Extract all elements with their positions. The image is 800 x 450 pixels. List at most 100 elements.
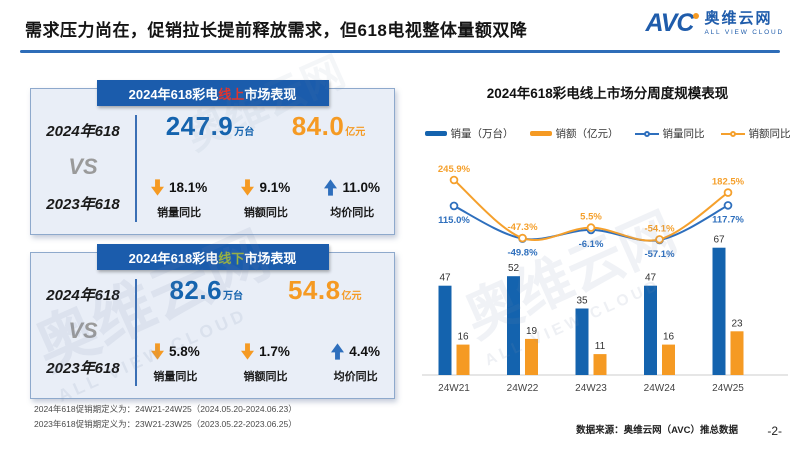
line-value-label: -47.3% [507,222,538,233]
bar-value-label: 67 [713,235,725,246]
sales-amount-value: 54.8 亿元 [287,275,362,305]
bar-amount [662,344,675,375]
card-title-suffix: 市场表现 [244,86,297,102]
line-marker [518,233,527,243]
legend-volume-bar: 销量（万台） [424,126,514,141]
line-marker-icon [643,130,650,137]
sales-volume-value: 247.9 万台 [165,111,255,141]
year-2024-label: 2024年618 [46,122,120,140]
line-value-label: 245.9% [438,164,471,175]
footnote-2024: 2024年618促销期定义为：24W21-24W25（2024.05.20-20… [34,404,297,414]
legend-line-swatch [720,130,745,137]
card-divider [135,279,137,386]
card-title-prefix: 2024年618彩电 [128,250,219,266]
line-value-label: 5.5% [580,212,602,223]
bar-value-label: 16 [457,332,469,343]
price-yoy-metric: 11.0% 均价同比 [324,179,380,220]
footnote-2023: 2023年618促销期定义为：23W21-23W25（2023.05.22-20… [34,419,297,429]
sales-amount-value: 84.0 亿元 [291,111,366,141]
bar-volume [438,285,452,375]
line-value-label: -54.1% [644,223,675,234]
x-tick-label: 24W22 [507,383,539,394]
chart-title: 2024年618彩电线上市场分周度规模表现 [486,86,729,101]
combo-bar-line-chart: 24W21 24W22 24W23 24W24 24W25 47 52 35 47 67 16 19 1… [422,164,788,394]
down-arrow-icon [151,179,164,196]
year-2023-label: 2023年618 [46,195,120,213]
online-card-header: 2024年618彩电 线上 市场表现 [96,80,329,106]
line-marker [449,175,459,185]
promotion-period-footnotes: 2024年618促销期定义为：24W21-24W25（2024.05.20-20… [34,402,297,432]
line-value-label: 182.5% [712,177,745,188]
x-tick-label: 24W24 [644,383,676,394]
legend-bar-swatch [529,131,552,136]
line-marker [723,201,733,210]
bar-value-label: 19 [526,326,538,337]
line-marker [723,188,733,197]
bar-value-label: 11 [595,341,606,352]
bar-value-label: 47 [439,273,451,284]
down-arrow-icon [241,179,255,196]
line-marker [586,223,596,232]
line-value-label: -6.1% [579,239,604,250]
bar-amount [456,344,470,375]
volume-yoy-metric: 5.8% 销量同比 [151,343,200,384]
bar-amount [593,354,607,375]
bar-volume [644,285,657,375]
offline-market-card: 2024年618彩电 线下 市场表现 2024年618 VS 2023年618 82… [30,244,395,399]
down-arrow-icon [151,343,164,360]
legend-bar-swatch [424,131,447,136]
line-value-label: -49.8% [507,248,538,259]
card-title-channel: 线下 [218,250,245,266]
line-value-label: 115.0% [438,215,470,226]
bar-amount [730,331,744,375]
title-divider [20,50,780,53]
x-tick-label: 24W21 [438,383,470,394]
avc-logo-text: AVC [646,10,700,36]
card-title-prefix: 2024年618彩电 [128,86,219,102]
card-title-suffix: 市场表现 [244,250,297,266]
vs-label: VS [68,153,98,179]
logo-english-name: ALL VIEW CLOUD [704,29,784,37]
legend-volume-yoy-line: 销量同比 [634,126,705,141]
x-tick-label: 24W23 [575,383,607,394]
down-arrow-icon [241,343,255,360]
line-value-label: 117.7% [712,214,744,225]
logo-dot-icon [693,12,700,19]
bar-volume [712,247,726,375]
up-arrow-icon [324,179,338,196]
line-marker [449,201,459,211]
vs-label: VS [68,317,98,343]
bar-value-label: 52 [508,263,520,274]
page-number: -2- [767,424,782,438]
year-2024-label: 2024年618 [46,286,120,304]
year-2023-label: 2023年618 [46,359,120,377]
offline-card-header: 2024年618彩电 线下 市场表现 [96,244,329,270]
legend-line-swatch [634,130,659,137]
card-divider [135,115,137,222]
bar-value-label: 23 [731,318,743,329]
x-tick-label: 24W25 [712,383,744,394]
online-market-card: 2024年618彩电 线上 市场表现 2024年618 VS 2023年618 24… [30,80,395,235]
line-marker [655,235,664,244]
bar-value-label: 47 [645,273,657,284]
page-title: 需求压力尚在，促销拉长提前释放需求，但618电视整体量额双降 [25,21,528,40]
bar-amount [525,338,538,375]
line-marker-icon [729,130,736,137]
line-value-label: -57.1% [644,249,675,260]
amount-yoy-metric: 1.7% 销额同比 [241,343,290,384]
up-arrow-icon [331,343,345,360]
avc-logo: AVC 奥维云网 ALL VIEW CLOUD [646,10,784,36]
bar-volume [575,308,589,375]
amount-yoy-metric: 9.1% 销额同比 [241,179,290,220]
logo-chinese-name: 奥维云网 [704,10,773,27]
weekly-chart-panel: 2024年618彩电线上市场分周度规模表现 销量（万台） 销额（亿元） 销量同比… [420,70,795,415]
legend-amount-bar: 销额（亿元） [529,126,619,141]
bar-value-label: 16 [663,332,675,343]
legend-amount-yoy-line: 销额同比 [720,126,791,141]
volume-yoy-metric: 18.1% 销量同比 [151,179,207,220]
chart-legend: 销量（万台） 销额（亿元） 销量同比 销额同比 [420,126,795,141]
sales-volume-value: 82.6 万台 [169,275,244,305]
price-yoy-metric: 4.4% 均价同比 [331,343,380,384]
bar-volume [507,276,520,375]
